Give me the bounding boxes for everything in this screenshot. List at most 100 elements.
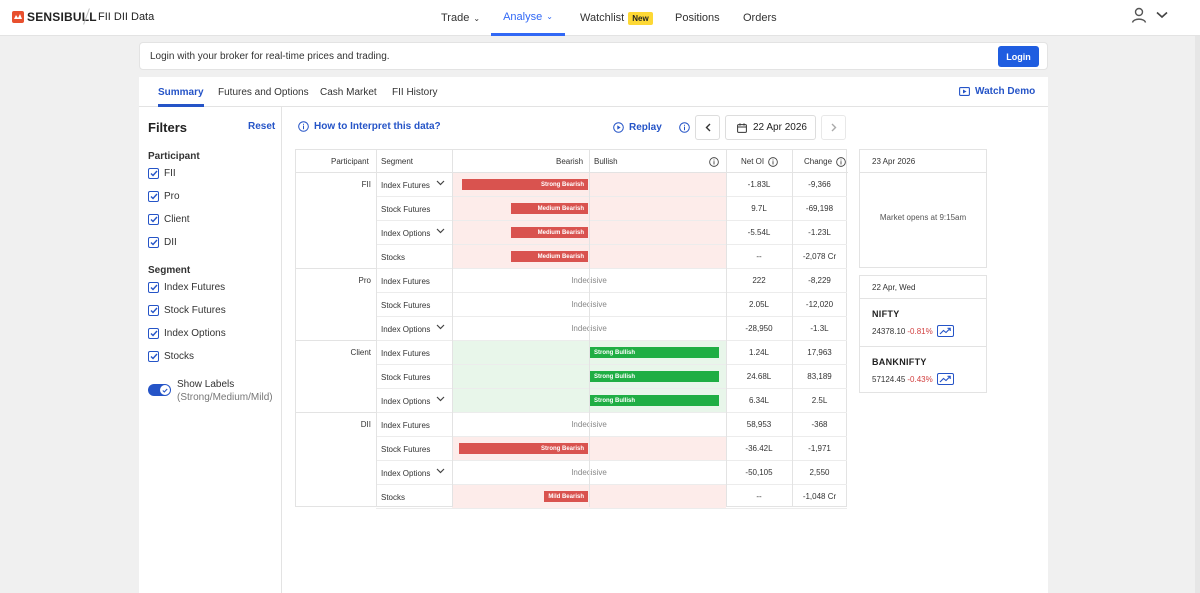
show-labels-label: Show Labels bbox=[177, 379, 235, 390]
nav-positions[interactable]: Positions bbox=[675, 0, 720, 36]
net-oi-cell: -1.83L bbox=[747, 180, 771, 189]
bearish-cell bbox=[452, 365, 589, 388]
expand-chevron-icon[interactable] bbox=[436, 180, 445, 186]
index-name: BANKNIFTY bbox=[872, 357, 927, 367]
info-icon[interactable] bbox=[768, 156, 778, 167]
bearish-cell bbox=[452, 341, 589, 364]
filter-segment-index-futures[interactable]: Index Futures bbox=[148, 282, 225, 293]
how-to-interpret-label: How to Interpret this data? bbox=[314, 121, 441, 132]
filter-label: Client bbox=[164, 214, 190, 225]
watch-demo-label: Watch Demo bbox=[975, 86, 1036, 97]
change-cell: 2.5L bbox=[811, 396, 828, 405]
sentiment-label: Indecisive bbox=[452, 317, 726, 340]
chevron-right-icon bbox=[831, 123, 837, 132]
bearish-bar: Medium Bearish bbox=[511, 251, 588, 262]
tab-summary[interactable]: Summary bbox=[158, 77, 204, 107]
participant-divider bbox=[296, 412, 376, 413]
filter-label: Stock Futures bbox=[164, 305, 226, 316]
info-icon[interactable] bbox=[836, 156, 846, 167]
prev-date-button[interactable] bbox=[695, 115, 720, 140]
change-label: Change bbox=[804, 157, 833, 166]
filter-participant-client[interactable]: Client bbox=[148, 214, 190, 225]
top-nav: SENSIBULL FII DII Data Trade ⌄ Analyse ⌄… bbox=[0, 0, 1200, 36]
bearish-bar: Medium Bearish bbox=[511, 203, 588, 214]
trend-chart-icon[interactable] bbox=[936, 373, 954, 385]
table-row: Index Futures Indecisive 222 -8,229 bbox=[376, 269, 847, 293]
net-oi-cell: -50,105 bbox=[745, 468, 773, 477]
info-icon[interactable] bbox=[679, 122, 690, 133]
table-row: Index Options Indecisive -50,105 2,550 bbox=[376, 461, 847, 485]
bullish-cell bbox=[589, 197, 726, 220]
new-badge: New bbox=[628, 11, 653, 25]
nav-trade[interactable]: Trade ⌄ bbox=[441, 0, 480, 36]
filter-segment-index-options[interactable]: Index Options bbox=[148, 328, 226, 339]
bullish-cell bbox=[589, 437, 726, 460]
segment-heading: Segment bbox=[148, 265, 191, 276]
change-cell: 17,963 bbox=[807, 348, 832, 357]
filter-label: Index Options bbox=[164, 328, 226, 339]
segment-cell: Index Options bbox=[381, 229, 431, 238]
bullish-cell bbox=[589, 245, 726, 268]
filter-participant-fii[interactable]: FII bbox=[148, 168, 176, 179]
sentiment-label: Indecisive bbox=[452, 461, 726, 484]
filter-participant-pro[interactable]: Pro bbox=[148, 191, 180, 202]
info-icon[interactable] bbox=[709, 150, 719, 173]
segment-cell: Stock Futures bbox=[381, 205, 431, 214]
trend-chart-icon[interactable] bbox=[936, 325, 954, 337]
nav-analyse-label: Analyse bbox=[503, 10, 543, 23]
user-menu[interactable] bbox=[1130, 6, 1168, 24]
index-card-date: 22 Apr, Wed bbox=[860, 276, 986, 299]
reset-button[interactable]: Reset bbox=[248, 121, 276, 132]
tab-futures-and-options[interactable]: Futures and Options bbox=[218, 87, 309, 98]
change-cell: 83,189 bbox=[807, 372, 832, 381]
filter-participant-dii[interactable]: DII bbox=[148, 237, 177, 248]
column-divider bbox=[792, 150, 793, 507]
nav-orders[interactable]: Orders bbox=[743, 0, 777, 36]
bearish-cell: Mild Bearish bbox=[452, 485, 589, 508]
index-banknifty: BANKNIFTY 57124.45 -0.43% bbox=[860, 347, 986, 395]
nav-positions-label: Positions bbox=[675, 12, 720, 24]
filter-segment-stock-futures[interactable]: Stock Futures bbox=[148, 305, 226, 316]
replay-label: Replay bbox=[629, 122, 662, 133]
table-row: Index Futures Indecisive 58,953 -368 bbox=[376, 413, 847, 437]
table-row: Stocks Medium Bearish -- -2,078 Cr bbox=[376, 245, 847, 269]
net-oi-cell: -28,950 bbox=[745, 324, 773, 333]
expand-chevron-icon[interactable] bbox=[436, 396, 445, 402]
tab-fii-history[interactable]: FII History bbox=[392, 87, 438, 98]
expand-chevron-icon[interactable] bbox=[436, 468, 445, 474]
expand-chevron-icon[interactable] bbox=[436, 228, 445, 234]
index-value: 57124.45 bbox=[872, 374, 906, 384]
nav-analyse[interactable]: Analyse ⌄ bbox=[491, 0, 565, 36]
how-to-interpret-link[interactable]: How to Interpret this data? bbox=[298, 121, 441, 132]
table-row: Index Options Strong Bullish 6.34L 2.5L bbox=[376, 389, 847, 413]
bearish-bar: Medium Bearish bbox=[511, 227, 588, 238]
tab-cash-market[interactable]: Cash Market bbox=[320, 87, 377, 98]
page-scrollbar[interactable] bbox=[1195, 36, 1200, 593]
chevron-down-icon: ⌄ bbox=[473, 13, 481, 23]
nav-watchlist[interactable]: Watchlist New bbox=[580, 0, 653, 36]
watch-demo-link[interactable]: Watch Demo bbox=[959, 86, 1035, 97]
date-picker[interactable]: 22 Apr 2026 bbox=[725, 115, 816, 140]
bearish-bar: Strong Bearish bbox=[462, 179, 588, 190]
check-icon bbox=[160, 385, 170, 395]
expand-chevron-icon[interactable] bbox=[436, 324, 445, 330]
participant-cell: FII bbox=[361, 180, 371, 189]
sensibull-logo-icon bbox=[12, 11, 24, 23]
change-cell: -1.3L bbox=[810, 324, 829, 333]
col-bearish: Bearish bbox=[556, 157, 584, 166]
participant-divider bbox=[296, 340, 376, 341]
replay-button[interactable]: Replay bbox=[613, 122, 662, 133]
filter-segment-stocks[interactable]: Stocks bbox=[148, 351, 194, 362]
next-date-button[interactable] bbox=[821, 115, 846, 140]
table-header: Participant Segment Bearish Bullish Net … bbox=[296, 150, 848, 173]
bullish-cell: Strong Bullish bbox=[589, 389, 726, 412]
change-cell: -1.23L bbox=[808, 228, 831, 237]
change-cell: -69,198 bbox=[805, 204, 834, 213]
index-name: NIFTY bbox=[872, 309, 900, 319]
participant-cell: Pro bbox=[358, 276, 371, 285]
segment-cell: Stocks bbox=[381, 493, 406, 502]
table-row: Stock Futures Strong Bullish 24.68L 83,189 bbox=[376, 365, 847, 389]
brand-logo[interactable]: SENSIBULL bbox=[12, 10, 97, 24]
show-labels-toggle[interactable] bbox=[148, 384, 171, 396]
login-button[interactable]: Login bbox=[998, 46, 1039, 67]
